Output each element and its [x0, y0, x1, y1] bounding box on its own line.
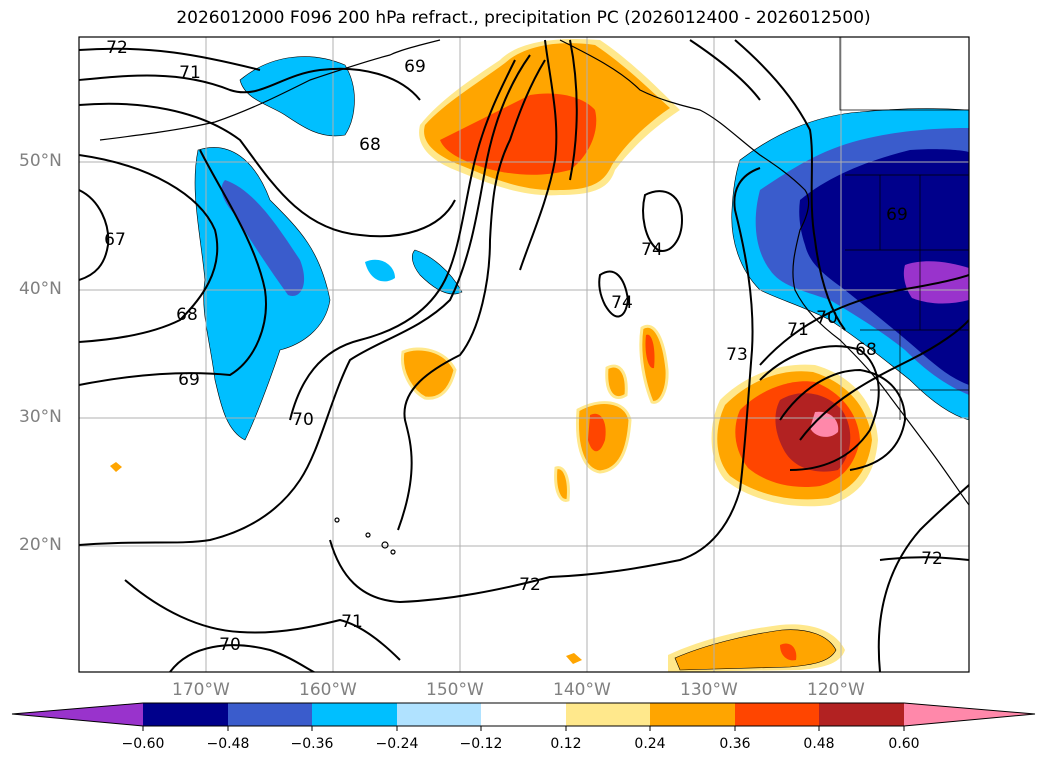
negative-precip-regions — [194, 56, 969, 441]
contour-label: 69 — [886, 205, 908, 225]
colorbar-tick-label: 0.60 — [888, 736, 920, 752]
lon-label-150w: 150°W — [426, 680, 484, 700]
colorbar-tick-label: −0.36 — [290, 736, 334, 752]
contour-label: 71 — [341, 612, 363, 632]
contour-label: 70 — [292, 410, 314, 430]
colorbar-swatch — [819, 703, 904, 726]
colorbar — [11, 702, 1036, 731]
colorbar-high-extension — [904, 703, 1035, 726]
contour-label: 67 — [104, 230, 126, 250]
lat-label-50n: 50°N — [19, 151, 62, 171]
contour-label: 68 — [359, 135, 381, 155]
contour-label: 69 — [178, 370, 200, 390]
positive-precip-regions — [110, 39, 878, 672]
coastlines — [99, 37, 969, 555]
colorbar-swatch — [228, 703, 312, 726]
refractivity-contours — [79, 39, 969, 672]
contour-label: 74 — [641, 240, 663, 260]
colorbar-tick-label: 0.12 — [550, 736, 582, 752]
colorbar-tick-label: −0.24 — [375, 736, 419, 752]
colorbar-swatch — [650, 703, 735, 726]
contour-label: 70 — [816, 308, 838, 328]
contour-label: 73 — [726, 345, 748, 365]
map-plot-area: 72 71 68 67 68 69 70 70 71 72 74 74 73 7… — [79, 37, 969, 672]
contour-label-group: 72 71 68 67 68 69 70 70 71 72 74 74 73 7… — [104, 38, 943, 655]
colorbar-tick-label: 0.24 — [634, 736, 666, 752]
lon-label-170w: 170°W — [172, 680, 230, 700]
map-frame — [78, 36, 970, 673]
colorbar-tick-label: −0.48 — [206, 736, 250, 752]
lat-label-40n: 40°N — [19, 279, 62, 299]
contour-label: 71 — [787, 320, 809, 340]
contour-label: 69 — [404, 57, 426, 77]
contour-label: 72 — [106, 38, 128, 58]
map-title: 2026012000 F096 200 hPa refract., precip… — [176, 8, 871, 28]
lon-label-140w: 140°W — [553, 680, 611, 700]
colorbar-swatch — [312, 703, 397, 726]
colorbar-low-extension — [12, 703, 143, 726]
contour-label: 74 — [611, 293, 633, 313]
lat-label-30n: 30°N — [19, 407, 62, 427]
contour-label: 72 — [921, 549, 943, 569]
lon-label-160w: 160°W — [299, 680, 357, 700]
colorbar-swatch — [481, 703, 566, 726]
lon-label-130w: 130°W — [680, 680, 738, 700]
contour-label: 68 — [855, 340, 877, 360]
colorbar-tick-label: −0.60 — [121, 736, 165, 752]
colorbar-swatch — [735, 703, 819, 726]
colorbar-tick-label: 0.48 — [803, 736, 835, 752]
lon-label-120w: 120°W — [807, 680, 865, 700]
colorbar-swatch — [143, 703, 228, 726]
colorbar-swatch — [397, 703, 481, 726]
colorbar-tick-label: 0.36 — [719, 736, 751, 752]
contour-label: 71 — [179, 63, 201, 83]
colorbar-tick-label: −0.12 — [459, 736, 503, 752]
contour-label: 70 — [219, 635, 241, 655]
contour-label: 72 — [519, 575, 541, 595]
contour-label: 68 — [176, 305, 198, 325]
colorbar-swatch — [566, 703, 650, 726]
lat-label-20n: 20°N — [19, 535, 62, 555]
